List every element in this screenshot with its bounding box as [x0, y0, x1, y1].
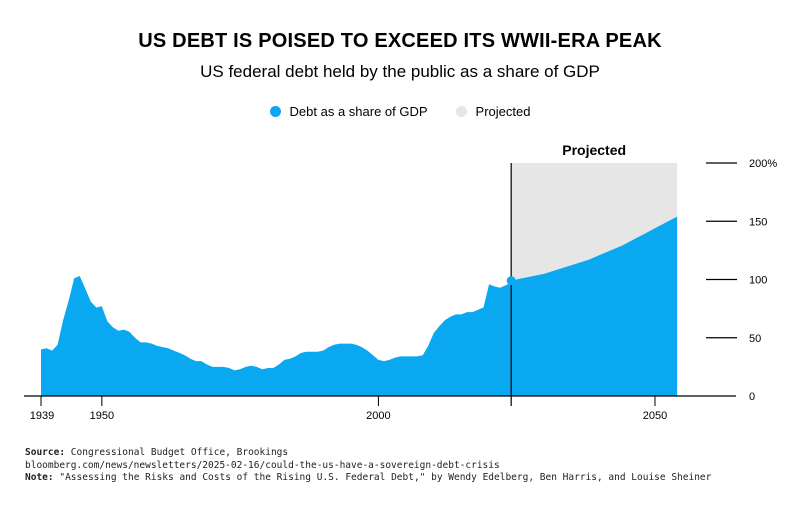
legend-label-debt: Debt as a share of GDP [289, 104, 428, 119]
y-tick-label-50: 50 [749, 333, 761, 345]
area-projected-debt [511, 216, 678, 396]
footer: Source: Congressional Budget Office, Bro… [25, 447, 711, 485]
projection-start-marker [506, 276, 516, 286]
y-tick-label-100: 100 [749, 275, 767, 287]
legend-item-debt: Debt as a share of GDP [269, 104, 428, 119]
chart-title: US DEBT IS POISED TO EXCEED ITS WWII-ERA… [138, 30, 662, 52]
source-text: Congressional Budget Office, Brookings [70, 447, 289, 458]
legend: Debt as a share of GDP Projected [0, 104, 800, 119]
x-tick-label-2000: 2000 [366, 410, 390, 422]
x-tick-label-1950: 1950 [90, 410, 114, 422]
projected-region-label: Projected [562, 142, 626, 158]
note-label: Note: [25, 472, 54, 483]
note-line: Note: "Assessing the Risks and Costs of … [25, 472, 711, 485]
source-line: Source: Congressional Budget Office, Bro… [25, 447, 711, 460]
x-tick-label-2050: 2050 [643, 410, 667, 422]
source-url: bloomberg.com/news/newsletters/2025-02-1… [25, 459, 500, 471]
note-text: "Assessing the Risks and Costs of the Ri… [59, 472, 712, 483]
y-tick-label-0: 0 [749, 391, 755, 403]
x-tick-label-1939: 1939 [30, 410, 54, 422]
legend-swatch-projected [455, 106, 467, 117]
y-tick-label-200: 200% [749, 158, 777, 170]
area-historical-debt [41, 276, 512, 396]
chart-subtitle: US federal debt held by the public as a … [200, 62, 600, 81]
source-label: Source: [25, 447, 66, 458]
legend-label-projected: Projected [475, 104, 531, 119]
y-tick-label-150: 150 [749, 216, 767, 228]
debt-chart: Projected 1939 1950 2000 2050 0 50 100 150 200% [24, 142, 777, 422]
legend-item-projected: Projected [455, 104, 531, 119]
legend-swatch-debt [269, 106, 281, 117]
